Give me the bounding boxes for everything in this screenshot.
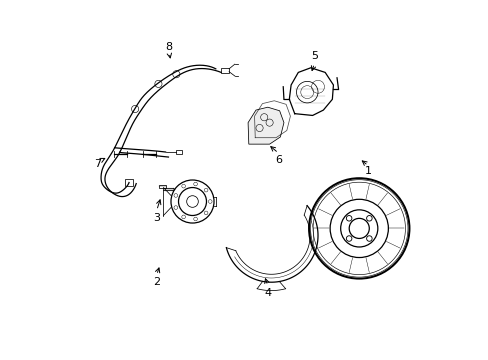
Text: 7: 7: [94, 159, 101, 169]
Text: 2: 2: [153, 277, 160, 287]
Text: 3: 3: [153, 213, 160, 222]
Bar: [125, 179, 132, 186]
Text: 1: 1: [364, 166, 371, 176]
Bar: [159, 185, 166, 188]
Text: 5: 5: [310, 51, 317, 61]
Text: 4: 4: [264, 288, 271, 298]
Text: 8: 8: [165, 42, 172, 52]
Bar: [175, 150, 182, 154]
Text: 6: 6: [275, 155, 282, 165]
Bar: [221, 68, 228, 73]
Polygon shape: [247, 107, 284, 144]
